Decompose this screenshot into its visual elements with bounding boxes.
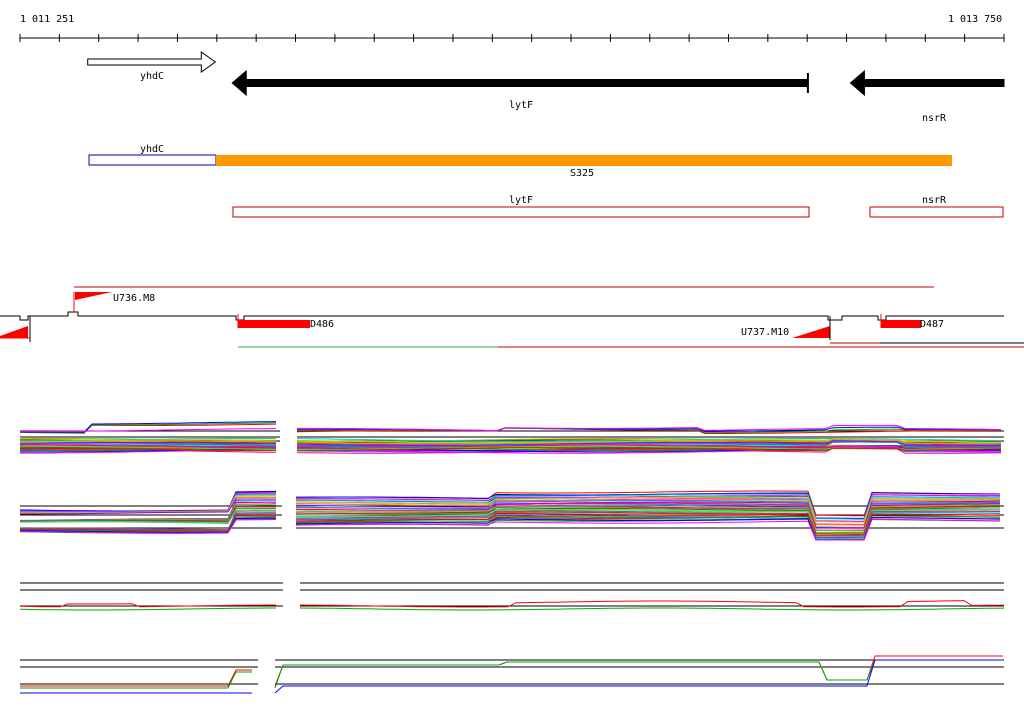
- profile-trace: [296, 491, 1001, 519]
- profile-trace: [296, 510, 1001, 537]
- gene-label-nsrR: nsrR: [922, 113, 947, 124]
- profile-trace: [296, 440, 1001, 446]
- ruler-start-label: 1 011 251: [20, 14, 75, 25]
- profile-trace: [295, 517, 1001, 541]
- profile-trace: [296, 496, 1001, 523]
- profile-panel-2: [19, 490, 1004, 541]
- feature-track: [0, 286, 1024, 348]
- profile-trace: [19, 440, 277, 444]
- profile-trace: [20, 428, 277, 432]
- profile-trace: [295, 500, 1001, 532]
- ruler-end-label: 1 013 750: [948, 14, 1003, 25]
- downshift-label-d487: D487: [920, 319, 945, 330]
- profile-trace: [295, 498, 1001, 526]
- profile-trace: [20, 438, 277, 442]
- profile-trace: [19, 444, 277, 449]
- profile-trace: [296, 438, 1002, 444]
- profile-trace: [297, 445, 1002, 454]
- upshift-label-u737: U737.M10: [741, 327, 790, 338]
- profile-trace: [297, 447, 1002, 452]
- transcript-unit-s325[interactable]: [216, 155, 952, 166]
- profile-trace: [20, 498, 276, 515]
- profile-trace: [296, 439, 1002, 445]
- profile-trace: [295, 512, 1001, 539]
- profile-trace: [295, 502, 1001, 529]
- profile-trace: [295, 518, 1001, 541]
- profile-trace: [295, 509, 1000, 539]
- gene-label-lytF: lytF: [509, 100, 534, 111]
- profile-panel-1: [19, 421, 1004, 454]
- gene-label-yhdC: yhdC: [140, 71, 165, 82]
- profile-trace: [299, 607, 1005, 611]
- downshift-d486-bar[interactable]: [238, 320, 310, 328]
- profile-trace: [19, 509, 277, 524]
- profile-trace: [20, 445, 277, 450]
- profile-trace: [296, 493, 1000, 520]
- profile-trace: [20, 448, 277, 453]
- profile-trace: [19, 439, 277, 443]
- profile-trace: [295, 515, 1001, 541]
- gene-arrow-yhdC[interactable]: [87, 51, 217, 73]
- downshift-label-d486: D486: [310, 319, 335, 330]
- profile-trace: [19, 443, 277, 447]
- profile-trace: [20, 671, 252, 689]
- yhdC-outline-box[interactable]: [88, 154, 217, 166]
- annotation-box-lytF[interactable]: [232, 206, 810, 218]
- annotation-box-nsrR[interactable]: [869, 206, 1004, 218]
- profile-trace: [296, 438, 1002, 442]
- profile-trace: [296, 493, 1000, 522]
- profile-trace: [20, 516, 277, 533]
- left-shift-wedge[interactable]: [0, 326, 28, 338]
- profile-trace: [20, 514, 277, 532]
- gene-arrow-lytF[interactable]: [231, 69, 809, 97]
- profile-trace: [19, 603, 276, 608]
- profile-trace: [20, 447, 276, 452]
- upshift-u737-flag[interactable]: [792, 326, 830, 338]
- profile-panel-4: [20, 655, 1004, 694]
- profile-trace: [19, 441, 277, 445]
- upshift-u736-flag[interactable]: [75, 292, 112, 300]
- profile-trace: [19, 421, 277, 433]
- profile-trace: [296, 513, 1001, 541]
- profile-trace: [295, 506, 1000, 534]
- profile-trace: [19, 519, 277, 534]
- profile-trace: [19, 607, 276, 611]
- gene-track: [87, 51, 1005, 97]
- profile-trace: [274, 659, 1003, 694]
- gene-arrow-nsrR[interactable]: [849, 69, 1005, 97]
- profile-trace: [299, 600, 1005, 608]
- downshift-d487-bar[interactable]: [881, 320, 921, 328]
- profile-trace: [297, 424, 1002, 432]
- tu-label-yhdC: yhdC: [140, 144, 165, 155]
- tu-label-s325: S325: [570, 168, 595, 179]
- profile-trace: [295, 500, 1001, 529]
- upshift-label-u736: U736.M8: [113, 293, 156, 304]
- profile-trace: [296, 506, 1000, 537]
- expression-profiles: [19, 421, 1005, 694]
- profile-trace: [20, 669, 252, 687]
- profile-trace: [296, 441, 1001, 448]
- profile-trace: [20, 513, 276, 532]
- annotation-label-nsrR: nsrR: [922, 195, 947, 206]
- annotation-label-lytF: lytF: [509, 195, 534, 206]
- ruler-ticks: [19, 34, 1005, 42]
- profile-trace: [20, 511, 276, 531]
- profile-trace: [19, 422, 277, 434]
- profile-trace: [295, 504, 1000, 532]
- shift-baseline: [0, 311, 1004, 321]
- profile-panel-3: [19, 582, 1005, 611]
- profile-trace: [19, 517, 277, 534]
